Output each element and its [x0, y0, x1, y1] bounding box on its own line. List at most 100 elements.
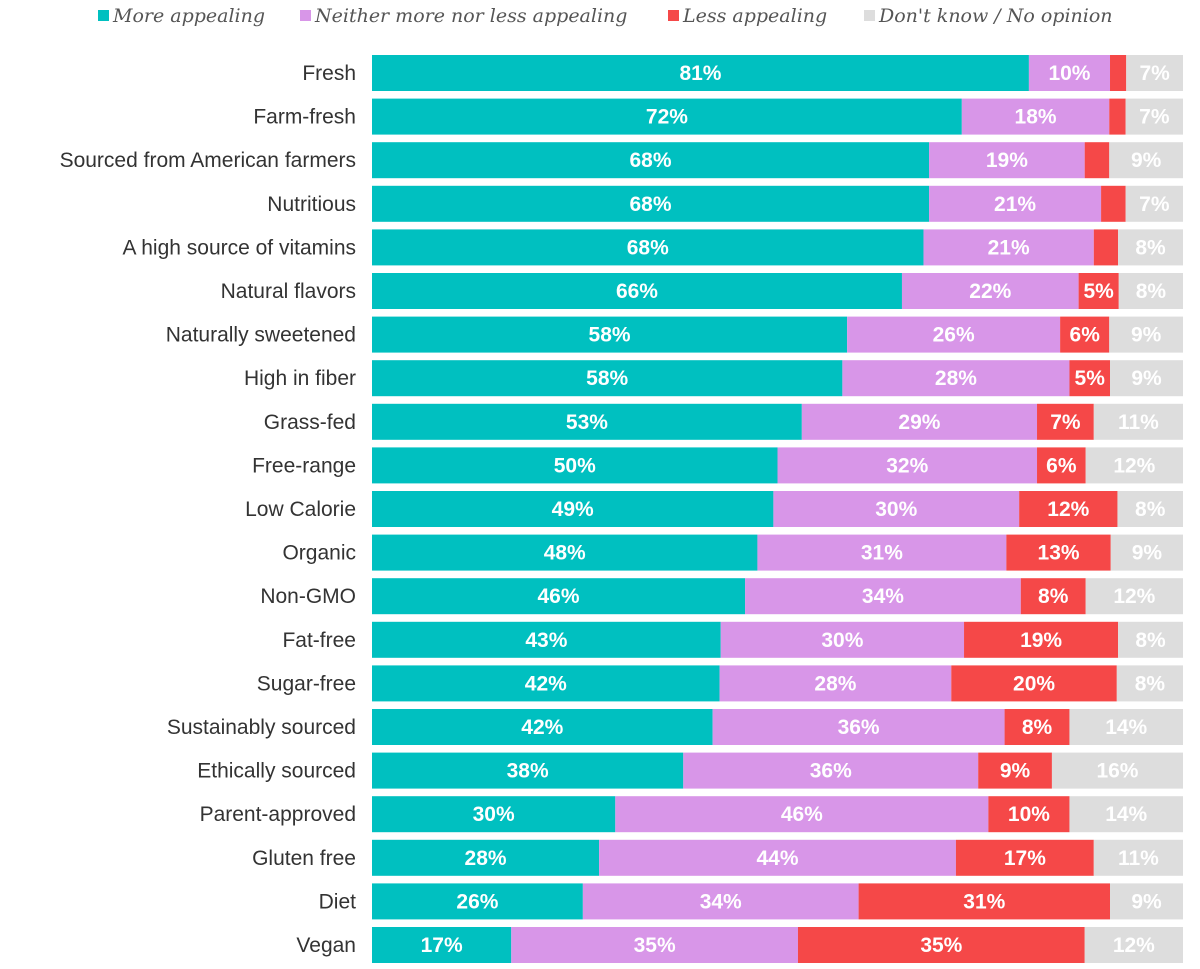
bar-parent-approved-don-t-know-no-opinion [1069, 796, 1183, 833]
bar-gluten-free-don-t-know-no-opinion [1093, 839, 1183, 876]
value-label-high-in-fiber-don-t-know-no-opinion: 9% [1131, 367, 1162, 390]
legend: More appealing Neither more nor less appe… [98, 5, 1113, 27]
bar-fat-free-neither-more-nor-less-appealing [720, 621, 965, 658]
category-label-high-in-fiber: High in fiber [244, 367, 356, 390]
bar-parent-approved-more-appealing [372, 796, 616, 833]
value-label-fresh-don-t-know-no-opinion: 7% [1139, 62, 1170, 85]
value-label-sourced-from-american-farmers-don-t-know-no-opinion: 9% [1131, 149, 1162, 172]
bar-diet-don-t-know-no-opinion [1110, 883, 1183, 920]
bar-sustainably-sourced-less-appealing [1004, 709, 1070, 745]
category-label-non-gmo: Non-GMO [260, 585, 356, 608]
value-label-nutritious-don-t-know-no-opinion: 7% [1139, 193, 1170, 216]
bar-organic-don-t-know-no-opinion [1110, 534, 1183, 571]
bar-sustainably-sourced-don-t-know-no-opinion [1069, 709, 1183, 745]
category-label-gluten-free: Gluten free [252, 847, 356, 870]
category-label-fresh: Fresh [302, 62, 356, 85]
value-label-non-gmo-more-appealing: 46% [538, 585, 580, 608]
bar-fat-free-less-appealing [964, 621, 1119, 658]
value-label-naturally-sweetened-less-appealing: 6% [1070, 324, 1101, 347]
value-label-ethically-sourced-don-t-know-no-opinion: 16% [1096, 760, 1138, 783]
value-label-parent-approved-less-appealing: 10% [1008, 803, 1050, 826]
bar-farm-fresh-neither-more-nor-less-appealing [961, 98, 1110, 135]
legend-swatch-neither-more-nor-less-appealing [300, 10, 311, 21]
value-label-fat-free-neither-more-nor-less-appealing: 30% [821, 629, 863, 652]
value-label-low-calorie-more-appealing: 49% [552, 498, 594, 521]
bar-natural-flavors-don-t-know-no-opinion [1118, 273, 1183, 309]
bar-diet-neither-more-nor-less-appealing [582, 883, 859, 920]
legend-label-more-appealing: More appealing [112, 5, 265, 27]
value-label-sourced-from-american-farmers-neither-more-nor-less-appealing: 19% [986, 149, 1028, 172]
category-label-farm-fresh: Farm-fresh [253, 106, 356, 129]
legend-swatch-less-appealing [668, 10, 679, 21]
value-label-a-high-source-of-vitamins-neither-more-nor-less-appealing: 21% [988, 236, 1030, 259]
value-label-ethically-sourced-neither-more-nor-less-appealing: 36% [810, 760, 852, 783]
value-label-natural-flavors-don-t-know-no-opinion: 8% [1136, 280, 1167, 303]
bars [372, 55, 1183, 963]
value-label-ethically-sourced-more-appealing: 38% [507, 760, 549, 783]
bar-sourced-from-american-farmers-don-t-know-no-opinion [1109, 142, 1183, 179]
value-label-free-range-neither-more-nor-less-appealing: 32% [886, 454, 928, 477]
value-label-farm-fresh-more-appealing: 72% [646, 106, 688, 129]
bar-farm-fresh-don-t-know-no-opinion [1125, 98, 1183, 135]
category-label-natural-flavors: Natural flavors [221, 280, 356, 303]
category-label-fat-free: Fat-free [282, 629, 356, 652]
bar-vegan-neither-more-nor-less-appealing [511, 927, 798, 963]
bar-high-in-fiber-don-t-know-no-opinion [1110, 360, 1183, 397]
value-label-vegan-less-appealing: 35% [920, 934, 962, 957]
bar-free-range-don-t-know-no-opinion [1085, 447, 1183, 484]
value-label-diet-don-t-know-no-opinion: 9% [1131, 890, 1162, 913]
value-label-non-gmo-neither-more-nor-less-appealing: 34% [862, 585, 904, 608]
bar-sugar-free-more-appealing [372, 665, 720, 702]
value-label-grass-fed-less-appealing: 7% [1050, 411, 1081, 434]
bar-a-high-source-of-vitamins-less-appealing [1093, 229, 1119, 266]
bar-diet-more-appealing [372, 883, 583, 920]
bar-fat-free-more-appealing [372, 621, 721, 658]
bar-fat-free-don-t-know-no-opinion [1118, 621, 1183, 658]
category-label-free-range: Free-range [252, 454, 356, 477]
value-label-nutritious-neither-more-nor-less-appealing: 21% [994, 193, 1036, 216]
value-label-gluten-free-don-t-know-no-opinion: 11% [1118, 847, 1159, 870]
bar-vegan-more-appealing [372, 927, 512, 963]
bar-high-in-fiber-neither-more-nor-less-appealing [842, 360, 1070, 397]
bar-low-calorie-don-t-know-no-opinion [1117, 491, 1183, 527]
value-label-natural-flavors-neither-more-nor-less-appealing: 22% [969, 280, 1011, 303]
bar-high-in-fiber-less-appealing [1069, 360, 1111, 397]
value-label-natural-flavors-less-appealing: 5% [1084, 280, 1115, 303]
bar-fresh-neither-more-nor-less-appealing [1028, 55, 1111, 91]
value-label-parent-approved-more-appealing: 30% [473, 803, 515, 826]
value-label-gluten-free-less-appealing: 17% [1004, 847, 1046, 870]
bar-non-gmo-neither-more-nor-less-appealing [745, 578, 1021, 615]
value-label-parent-approved-don-t-know-no-opinion: 14% [1105, 803, 1147, 826]
category-label-grass-fed: Grass-fed [264, 411, 356, 434]
value-label-grass-fed-don-t-know-no-opinion: 11% [1118, 411, 1159, 434]
value-label-high-in-fiber-more-appealing: 58% [586, 367, 628, 390]
bar-fresh-more-appealing [372, 55, 1029, 91]
bar-gluten-free-more-appealing [372, 839, 600, 876]
bar-low-calorie-neither-more-nor-less-appealing [773, 491, 1020, 527]
value-label-free-range-less-appealing: 6% [1046, 454, 1077, 477]
bar-high-in-fiber-more-appealing [372, 360, 843, 397]
bar-sustainably-sourced-neither-more-nor-less-appealing [712, 709, 1005, 745]
value-label-vegan-neither-more-nor-less-appealing: 35% [634, 934, 676, 957]
bar-sourced-from-american-farmers-more-appealing [372, 142, 930, 179]
bar-fresh-less-appealing [1110, 55, 1127, 91]
value-label-low-calorie-don-t-know-no-opinion: 8% [1135, 498, 1166, 521]
bar-sourced-from-american-farmers-neither-more-nor-less-appealing [929, 142, 1085, 179]
bar-non-gmo-less-appealing [1020, 578, 1086, 615]
bar-nutritious-less-appealing [1101, 185, 1126, 222]
bar-ethically-sourced-less-appealing [978, 752, 1052, 789]
category-label-sugar-free: Sugar-free [257, 672, 356, 695]
bar-ethically-sourced-neither-more-nor-less-appealing [683, 752, 979, 789]
value-label-fresh-neither-more-nor-less-appealing: 10% [1048, 62, 1090, 85]
bar-organic-less-appealing [1006, 534, 1111, 571]
bar-fresh-don-t-know-no-opinion [1126, 55, 1183, 91]
bar-grass-fed-more-appealing [372, 403, 802, 440]
category-label-organic: Organic [282, 542, 356, 565]
value-label-diet-less-appealing: 31% [963, 890, 1005, 913]
bar-farm-fresh-more-appealing [372, 98, 962, 135]
value-label-free-range-don-t-know-no-opinion: 12% [1113, 454, 1155, 477]
value-label-sustainably-sourced-less-appealing: 8% [1022, 716, 1053, 739]
value-label-low-calorie-less-appealing: 12% [1047, 498, 1089, 521]
category-labels: Fresh Farm-fresh Sourced from American far… [60, 62, 357, 957]
bar-ethically-sourced-more-appealing [372, 752, 684, 789]
